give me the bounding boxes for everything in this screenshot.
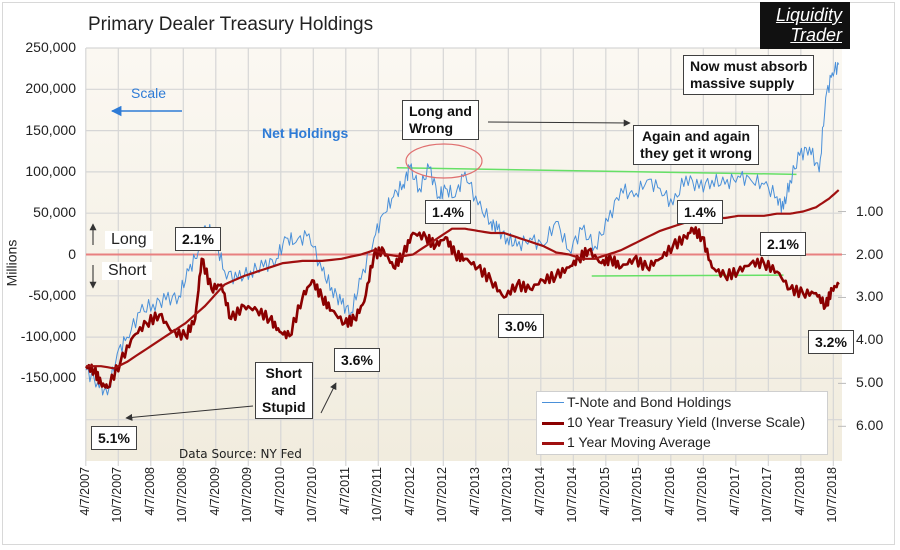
y2-tick-label: 4.00 <box>856 331 884 348</box>
x-tick-label: 4/7/2016 <box>662 467 677 516</box>
x-tick-label: 4/7/2011 <box>337 467 352 515</box>
long-label: Long <box>105 231 153 249</box>
y-tick-label: -50,000 <box>28 286 76 303</box>
y2-tick-label: 5.00 <box>856 374 884 391</box>
now-must-absorb-callout: Now must absorb massive supply <box>683 55 815 95</box>
yield-label: 2.1% <box>175 227 221 251</box>
y-tick-label: 50,000 <box>33 204 76 221</box>
y-tick-label: 250,000 <box>25 39 76 55</box>
chart-title: Primary Dealer Treasury Holdings <box>88 14 374 35</box>
x-tick-label: 4/7/2018 <box>792 467 807 516</box>
y-tick-label: 200,000 <box>25 80 76 97</box>
again-and-again-callout: Again and again they get it wrong <box>633 125 759 165</box>
x-tick-label: 10/7/2016 <box>695 467 710 523</box>
long-and-wrong-callout: Long and Wrong <box>402 100 479 140</box>
y2-tick-label: 3.00 <box>856 288 884 305</box>
x-tick-label: 10/7/2011 <box>370 467 385 522</box>
legend-swatch-moving-average <box>542 442 564 445</box>
callout-arrow <box>487 119 631 127</box>
legend: T-Note and Bond Holdings 10 Year Treasur… <box>536 391 828 455</box>
brand-line-1: Liquidity <box>775 5 842 25</box>
x-tick-label: 4/7/2013 <box>467 467 482 516</box>
y-tick-label: 0 <box>68 245 76 262</box>
x-tick-label: 10/7/2014 <box>565 467 580 523</box>
x-tick-label: 4/7/2008 <box>142 467 157 516</box>
yield-label: 2.1% <box>760 232 806 256</box>
x-tick-label: 10/7/2018 <box>825 467 840 523</box>
highlight-ellipse <box>405 143 483 179</box>
data-source-note: Data Source: NY Fed <box>179 447 302 461</box>
net-holdings-annotation: Net Holdings <box>262 125 349 141</box>
x-tick-label: 10/7/2017 <box>760 467 775 523</box>
x-tick-label: 4/7/2009 <box>207 467 222 516</box>
x-tick-label: 10/7/2013 <box>500 467 515 523</box>
yield-label: 1.4% <box>677 200 723 224</box>
x-tick-label: 10/7/2009 <box>240 467 255 523</box>
legend-item-holdings: T-Note and Bond Holdings <box>537 393 827 412</box>
y-tick-label: -150,000 <box>20 369 76 386</box>
x-tick-label: 10/7/2007 <box>110 467 125 523</box>
short-label: Short <box>102 262 153 280</box>
x-tick-label: 10/7/2012 <box>435 467 450 523</box>
legend-swatch-holdings <box>542 402 564 403</box>
yield-label: 1.4% <box>425 200 471 224</box>
y-tick-label: 100,000 <box>25 162 76 179</box>
yield-label: 3.6% <box>334 348 380 372</box>
yield-label: 3.2% <box>808 330 854 354</box>
y2-tick-label: 2.00 <box>856 245 884 262</box>
legend-swatch-yield <box>542 422 564 425</box>
y2-tick-label: 1.00 <box>856 202 884 219</box>
brand-line-2: Trader <box>790 25 842 45</box>
x-tick-label: 4/7/2014 <box>532 467 547 516</box>
y-tick-label: 150,000 <box>25 121 76 138</box>
x-tick-label: 4/7/2015 <box>597 467 612 516</box>
x-tick-label: 10/7/2008 <box>175 467 190 523</box>
y2-tick-label: 6.00 <box>856 417 884 434</box>
brand-logo: Liquidity Trader <box>760 2 850 49</box>
legend-item-moving-average: 1 Year Moving Average <box>537 433 827 452</box>
x-tick-label: 4/7/2017 <box>727 467 742 516</box>
callout-arrow <box>125 405 254 421</box>
legend-item-yield: 10 Year Treasury Yield (Inverse Scale) <box>537 413 827 432</box>
scale-annotation: Scale <box>131 85 167 101</box>
callout-arrow <box>320 382 337 414</box>
x-tick-label: 4/7/2012 <box>402 467 417 516</box>
yield-label: 3.0% <box>498 314 544 338</box>
short-and-stupid-callout: Short and Stupid <box>255 362 313 419</box>
trend-line-holdings-peak <box>396 167 797 176</box>
yield-line <box>84 226 840 390</box>
x-tick-label: 10/7/2015 <box>630 467 645 523</box>
yield-label: 5.1% <box>91 426 137 450</box>
trend-line-yield-support <box>591 274 784 277</box>
moving-average-line <box>86 189 840 370</box>
x-tick-label: 4/7/2007 <box>77 467 92 516</box>
x-tick-label: 10/7/2010 <box>305 467 320 523</box>
y-tick-label: -100,000 <box>20 328 76 345</box>
chart-border <box>2 2 895 545</box>
holdings-line <box>85 61 840 396</box>
x-tick-label: 4/7/2010 <box>272 467 287 516</box>
